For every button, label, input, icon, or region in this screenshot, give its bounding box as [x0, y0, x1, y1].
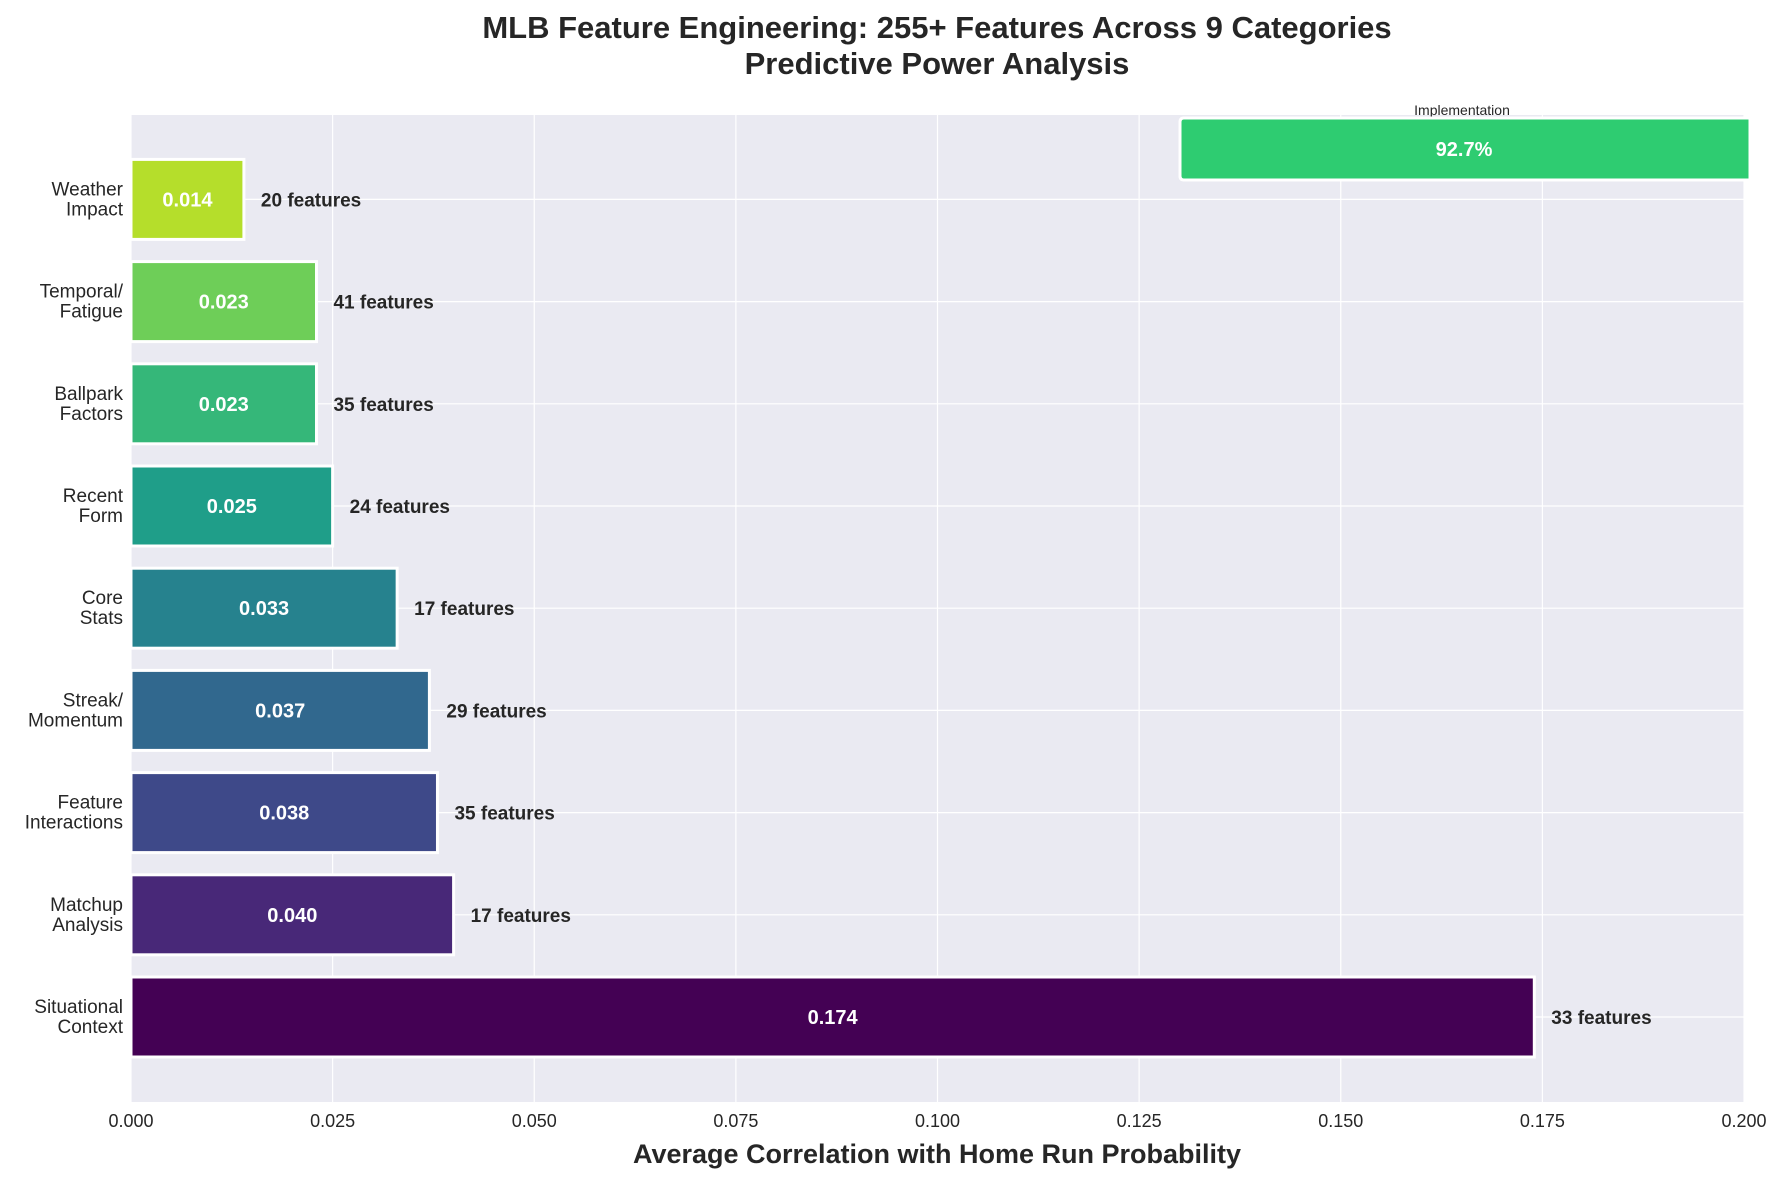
y-category-label: Situational Context	[34, 997, 123, 1038]
bar-value-label: 0.040	[267, 905, 317, 927]
x-tick-label: 0.000	[108, 1111, 153, 1131]
bar-feature-count: 35 features	[454, 804, 554, 825]
bar-value-label: 0.023	[199, 394, 249, 416]
bar-value-label: 0.174	[808, 1007, 859, 1029]
x-tick-label: 0.050	[512, 1111, 557, 1131]
bar-value-label: 0.037	[255, 700, 305, 722]
bar	[129, 873, 456, 957]
bar-feature-count: 17 features	[414, 599, 514, 620]
x-tick-label: 0.175	[1520, 1111, 1565, 1131]
x-axis-ticks: 0.000 0.025 0.050 0.075 0.100 0.125 0.150 0.175…	[108, 1111, 1766, 1131]
bars: 0.174 33 features 0.040 17 features 0.038 35 …	[129, 157, 1652, 1059]
y-axis-categories: Situational Context Matchup Analysis Feature…	[25, 179, 124, 1038]
x-tick-label: 0.150	[1318, 1111, 1363, 1131]
bar-feature-count: 29 features	[446, 701, 546, 722]
y-category-label: Weather Impact	[52, 179, 124, 220]
bar	[129, 975, 1536, 1059]
chart-title: MLB Feature Engineering: 255+ Features A…	[482, 10, 1391, 45]
bar	[129, 362, 318, 446]
bar-value-label: 0.033	[239, 598, 289, 620]
y-category-label: Core Stats	[80, 588, 123, 629]
x-tick-label: 0.125	[1117, 1111, 1162, 1131]
bar	[129, 668, 431, 752]
implementation-inset: Implementation 92.7%	[1178, 102, 1752, 182]
y-category-label: Temporal/Fatigue	[40, 282, 124, 323]
y-category-label: Ballpark Factors	[54, 384, 123, 425]
x-tick-label: 0.075	[713, 1111, 758, 1131]
bar-feature-count: 33 features	[1551, 1008, 1651, 1029]
bar-value-label: 0.025	[207, 496, 257, 518]
bar-value-label: 0.038	[259, 803, 309, 825]
bar-feature-count: 24 features	[350, 497, 450, 518]
implementation-value: 92.7%	[1436, 139, 1493, 161]
x-tick-label: 0.025	[310, 1111, 355, 1131]
bar	[129, 260, 318, 344]
x-tick-label: 0.100	[915, 1111, 960, 1131]
y-category-label: Feature Interactions	[25, 793, 123, 834]
bar	[129, 566, 399, 650]
bar	[129, 157, 246, 241]
bar-feature-count: 17 features	[471, 906, 571, 927]
chart-subtitle: Predictive Power Analysis	[745, 46, 1130, 81]
implementation-label: Implementation	[1414, 102, 1510, 118]
bar-feature-count: 41 features	[333, 293, 433, 314]
y-category-label: Streak/Momentum	[28, 690, 124, 731]
bar	[129, 464, 335, 548]
bar	[129, 771, 439, 855]
y-category-label: Matchup Analysis	[50, 895, 123, 936]
implementation-bar	[1178, 116, 1752, 182]
bar-feature-count: 35 features	[333, 395, 433, 416]
y-category-label: Recent Form	[63, 486, 124, 527]
x-tick-label: 0.200	[1721, 1111, 1766, 1131]
bar-value-label: 0.014	[162, 189, 213, 211]
bar-value-label: 0.023	[199, 292, 249, 314]
bar-feature-count: 20 features	[261, 190, 361, 211]
x-axis-label: Average Correlation with Home Run Probab…	[633, 1139, 1241, 1169]
